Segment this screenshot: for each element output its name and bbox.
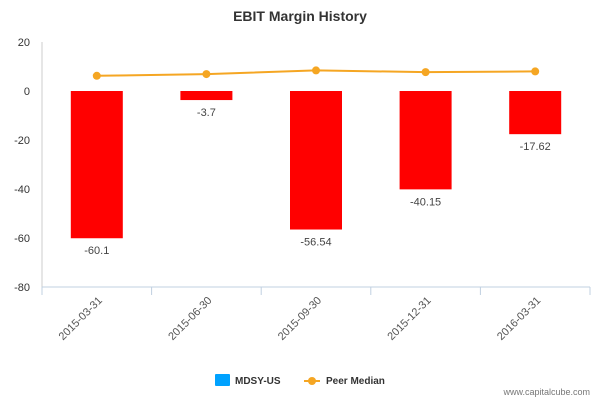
x-axis-tick-marks: [41, 287, 591, 295]
y-tick-label: -60: [14, 233, 30, 245]
peer-median-point[interactable]: [312, 66, 320, 75]
bar-value-label: -40.15: [410, 196, 441, 208]
watermark-text: www.capitalcube.com: [502, 387, 590, 397]
y-tick-label: -80: [14, 282, 30, 294]
legend-item-mdsy[interactable]: MDSY-US: [215, 374, 281, 387]
line-series-group: [92, 66, 540, 80]
peer-median-point[interactable]: [531, 67, 540, 76]
x-tick-label: 2016-03-31: [495, 295, 543, 343]
bar-value-label: -60.1: [84, 245, 109, 257]
legend-swatch-bar: [215, 374, 230, 386]
peer-median-point[interactable]: [421, 68, 430, 77]
peer-median-point[interactable]: [202, 70, 211, 79]
bar[interactable]: [180, 91, 233, 101]
legend-label-peer-median: Peer Median: [326, 376, 385, 387]
legend-item-peer-median[interactable]: Peer Median: [304, 376, 385, 387]
x-tick-label: 2015-09-30: [276, 295, 324, 343]
bar-series-group: [70, 91, 562, 239]
bar[interactable]: [70, 91, 123, 239]
chart-title: EBIT Margin History: [233, 8, 367, 24]
x-axis-tick-labels: 2015-03-31 2015-06-30 2015-09-30 2015-12-31…: [57, 295, 544, 343]
x-tick-label: 2015-03-31: [57, 295, 105, 343]
bar-value-label: -17.62: [520, 141, 551, 153]
bar-data-labels: -60.1 -3.7 -56.54 -40.15 -17.62: [84, 107, 551, 257]
legend-swatch-marker: [308, 377, 316, 385]
y-tick-label: 0: [24, 86, 30, 98]
peer-median-point[interactable]: [92, 71, 101, 80]
bar[interactable]: [290, 91, 342, 230]
y-tick-label: -40: [14, 184, 30, 196]
bar[interactable]: [399, 91, 452, 190]
y-axis-tick-labels: 20 0 -20 -40 -60 -80: [14, 37, 30, 294]
x-tick-label: 2015-12-31: [385, 295, 433, 343]
legend[interactable]: MDSY-US Peer Median: [215, 374, 385, 387]
y-tick-label: 20: [18, 37, 30, 49]
bar-value-label: -3.7: [197, 107, 216, 119]
x-tick-label: 2015-06-30: [166, 295, 214, 343]
y-tick-label: -20: [14, 135, 30, 147]
bar-value-label: -56.54: [300, 237, 331, 249]
bar[interactable]: [509, 91, 562, 135]
legend-label-mdsy: MDSY-US: [235, 376, 281, 387]
